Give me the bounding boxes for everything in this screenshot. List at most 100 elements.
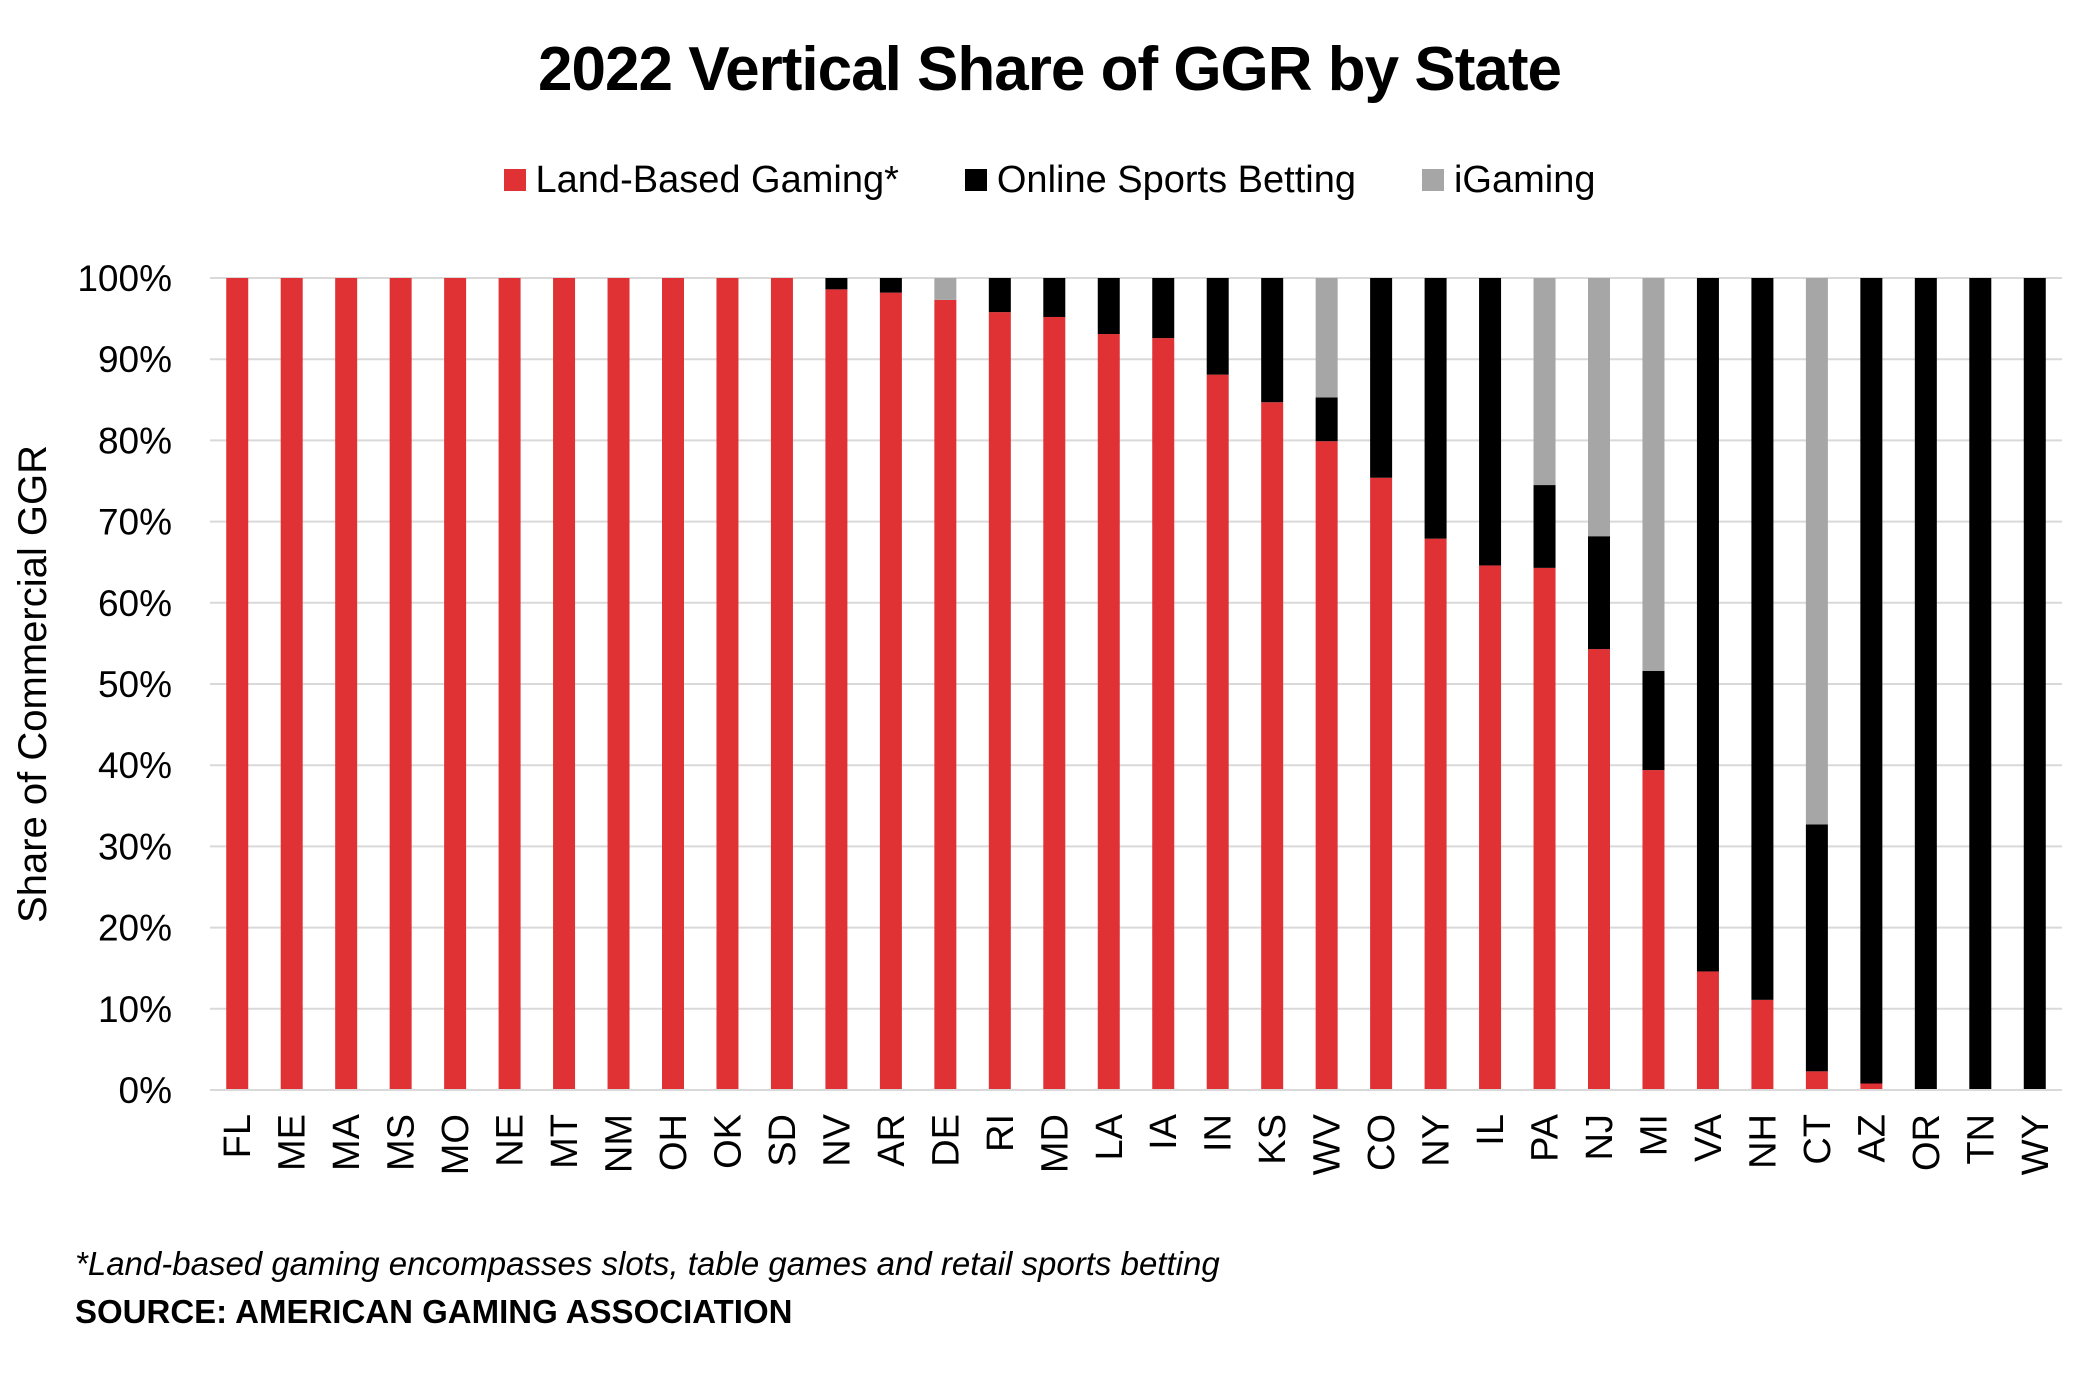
legend-label-igaming: iGaming — [1453, 158, 1596, 201]
bar-wy-online-sports-betting — [2023, 278, 2046, 1090]
bar-la-online-sports-betting — [1097, 278, 1120, 335]
legend-label-online-sports-betting: Online Sports Betting — [996, 158, 1356, 201]
x-tick-label: MT — [544, 1114, 586, 1169]
bar-md-land-based — [1043, 316, 1066, 1090]
bar-ms-land-based — [389, 278, 412, 1090]
bar-az-land-based — [1860, 1083, 1883, 1090]
x-tick-label: WY — [2015, 1114, 2057, 1175]
bar-mo-land-based — [444, 278, 467, 1090]
bar-ct-land-based — [1805, 1071, 1828, 1090]
bar-fl-land-based — [226, 278, 249, 1090]
legend-swatch-land-based — [503, 169, 526, 191]
y-tick-label: 40% — [98, 745, 172, 786]
bar-mi-igaming — [1642, 278, 1665, 672]
x-tick-label: NV — [816, 1113, 858, 1166]
bar-ok-land-based — [716, 278, 739, 1090]
bar-ks-land-based — [1261, 402, 1284, 1091]
bar-mt-land-based — [553, 278, 576, 1090]
bar-nv-online-sports-betting — [825, 278, 848, 290]
x-tick-label: NH — [1742, 1114, 1784, 1169]
bar-oh-land-based — [662, 278, 684, 1090]
x-tick-label: SD — [762, 1114, 804, 1167]
bar-nh-land-based — [1751, 999, 1774, 1090]
bar-il-online-sports-betting — [1479, 278, 1502, 566]
y-tick-label: 10% — [98, 989, 172, 1030]
bar-ks-online-sports-betting — [1261, 278, 1284, 403]
y-tick-label: 30% — [98, 826, 172, 867]
bar-ct-online-sports-betting — [1805, 824, 1828, 1072]
x-tick-label: MA — [326, 1113, 368, 1171]
bar-ar-land-based — [879, 292, 902, 1091]
x-tick-label: FL — [217, 1114, 259, 1158]
bar-nh-online-sports-betting — [1751, 278, 1774, 1000]
y-axis-title: Share of Commercial GGR — [11, 445, 55, 923]
bar-mi-land-based — [1642, 770, 1665, 1090]
x-tick-label: NY — [1416, 1114, 1458, 1167]
bar-nv-land-based — [825, 289, 848, 1090]
x-tick-label: NJ — [1579, 1114, 1621, 1160]
bar-mi-online-sports-betting — [1642, 671, 1665, 771]
bar-co-land-based — [1370, 477, 1393, 1090]
bar-pa-online-sports-betting — [1533, 485, 1556, 568]
source-note: SOURCE: AMERICAN GAMING ASSOCIATION — [75, 1293, 793, 1330]
bar-tn-online-sports-betting — [1969, 278, 1992, 1090]
x-tick-label: AZ — [1851, 1114, 1893, 1163]
x-tick-label: OK — [707, 1114, 749, 1169]
bar-wv-online-sports-betting — [1315, 397, 1338, 442]
x-tick-label: VA — [1688, 1113, 1730, 1162]
bar-de-igaming — [934, 278, 957, 300]
x-tick-label: IA — [1143, 1113, 1185, 1150]
bar-or-online-sports-betting — [1914, 278, 1937, 1090]
x-tick-label: RI — [980, 1114, 1022, 1152]
x-tick-label: DE — [925, 1114, 967, 1167]
bar-in-land-based — [1206, 374, 1229, 1090]
bar-me-land-based — [280, 278, 303, 1090]
bar-ri-land-based — [988, 312, 1011, 1090]
bar-nm-land-based — [607, 278, 630, 1090]
x-tick-label: TN — [1960, 1114, 2002, 1165]
bar-wv-land-based — [1315, 441, 1338, 1090]
bar-va-land-based — [1696, 971, 1719, 1090]
legend-label-land-based: Land-Based Gaming* — [535, 158, 899, 201]
x-tick-label: WV — [1307, 1113, 1349, 1175]
bar-pa-igaming — [1533, 278, 1556, 486]
bar-ar-online-sports-betting — [879, 278, 902, 293]
bar-de-land-based — [934, 299, 957, 1090]
y-tick-label: 70% — [98, 502, 172, 543]
y-tick-label: 0% — [119, 1070, 172, 1111]
x-tick-label: CT — [1797, 1114, 1839, 1165]
bar-ne-land-based — [498, 278, 521, 1090]
chart-legend: Land-Based Gaming* Online Sports Betting… — [0, 155, 2099, 205]
x-tick-label: PA — [1525, 1113, 1567, 1162]
footnote: *Land-based gaming encompasses slots, ta… — [75, 1245, 1220, 1282]
x-tick-label: NM — [599, 1114, 641, 1173]
bar-va-online-sports-betting — [1696, 278, 1719, 972]
x-tick-label: NE — [490, 1114, 532, 1167]
bar-in-online-sports-betting — [1206, 278, 1229, 375]
bar-ia-land-based — [1152, 338, 1175, 1090]
legend-item-online-sports-betting: Online Sports Betting — [964, 158, 1356, 202]
bar-co-online-sports-betting — [1370, 278, 1393, 478]
x-tick-label: IL — [1470, 1114, 1512, 1146]
bar-ri-online-sports-betting — [988, 278, 1011, 313]
legend-swatch-online-sports-betting — [964, 169, 987, 191]
x-tick-label: MD — [1034, 1114, 1076, 1173]
y-tick-label: 90% — [98, 339, 172, 380]
bar-ia-online-sports-betting — [1152, 278, 1175, 339]
bar-md-online-sports-betting — [1043, 278, 1066, 317]
x-tick-label: CO — [1361, 1114, 1403, 1171]
x-tick-label: IN — [1198, 1114, 1240, 1152]
x-tick-label: MI — [1633, 1114, 1675, 1156]
y-tick-label: 100% — [77, 258, 172, 299]
legend-item-igaming: iGaming — [1421, 158, 1596, 202]
bar-nj-igaming — [1588, 278, 1610, 537]
y-tick-label: 50% — [98, 664, 172, 705]
x-tick-label: KS — [1252, 1114, 1294, 1165]
y-tick-label: 60% — [98, 583, 172, 624]
x-tick-label: AR — [871, 1114, 913, 1167]
y-tick-label: 80% — [98, 420, 172, 461]
bar-ny-land-based — [1424, 538, 1447, 1090]
bar-pa-land-based — [1533, 567, 1556, 1090]
x-tick-label: LA — [1089, 1113, 1131, 1160]
